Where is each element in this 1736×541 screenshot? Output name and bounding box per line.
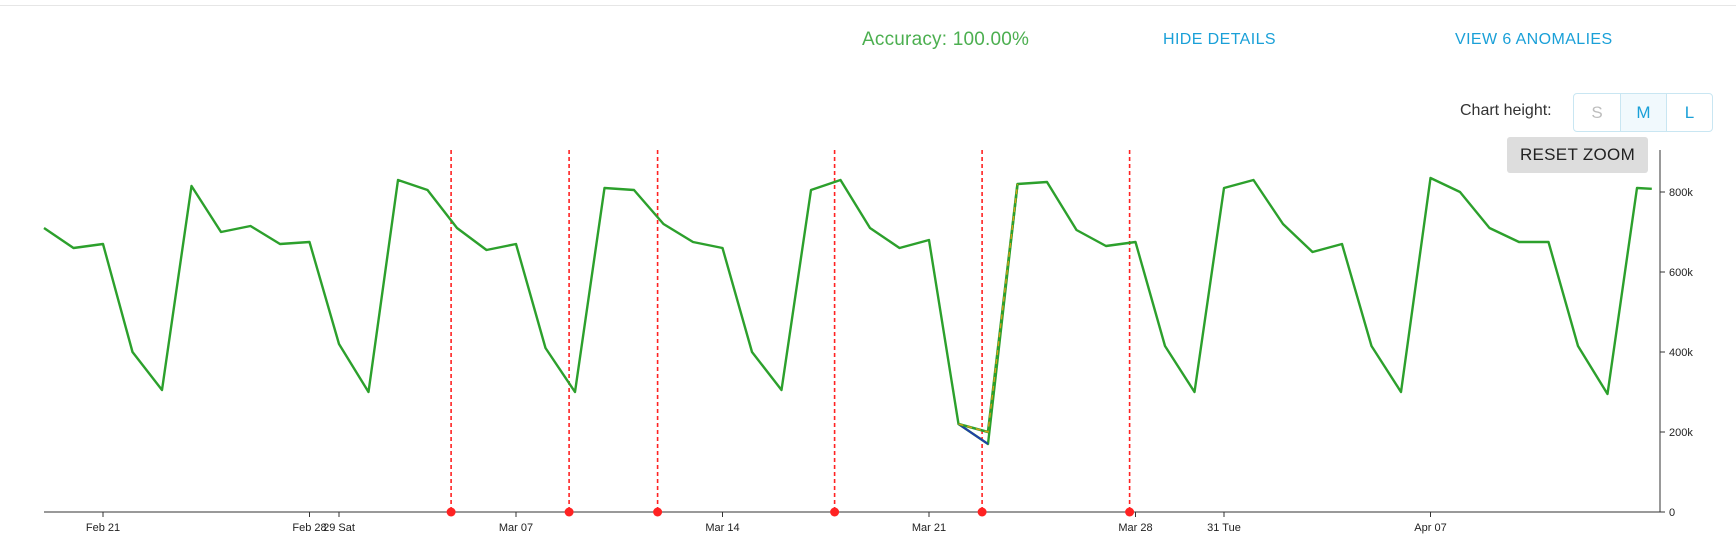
view-anomalies-button[interactable]: VIEW 6 ANOMALIES (1455, 31, 1613, 48)
x-tick-label: Mar 21 (912, 522, 946, 534)
y-tick-label: 800k (1669, 187, 1693, 199)
x-tick-label: 29 Sat (323, 522, 355, 534)
anomaly-marker-dot (1125, 507, 1135, 517)
height-small-button[interactable]: S (1591, 102, 1603, 122)
anomaly-marker-dot (446, 507, 456, 517)
chart-height-label: Chart height: (1460, 102, 1552, 119)
x-tick-label: Mar 28 (1118, 522, 1152, 534)
anomaly-marker-dot (977, 507, 987, 517)
x-tick-label: Feb 28 (292, 522, 326, 534)
hide-details-button[interactable]: HIDE DETAILS (1163, 31, 1276, 48)
y-tick-label: 0 (1669, 507, 1675, 519)
y-tick-label: 200k (1669, 427, 1693, 439)
series-line-anomaly-segment (957, 423, 989, 445)
series-line-expected-base (958, 183, 1019, 434)
anomaly-marker-dot (653, 507, 663, 517)
series-line-actual (43, 176, 1652, 446)
y-tick-label: 400k (1669, 347, 1693, 359)
height-large-button[interactable]: L (1666, 94, 1712, 131)
accuracy-label: Accuracy: 100.00% (862, 29, 1030, 50)
top-divider (0, 5, 1736, 6)
anomaly-marker-dot (564, 507, 574, 517)
x-tick-label: 31 Tue (1207, 522, 1241, 534)
x-tick-label: Apr 07 (1414, 522, 1446, 534)
reset-zoom-button[interactable]: RESET ZOOM (1507, 137, 1648, 173)
chart-height-selector: S M L (1573, 93, 1713, 132)
series-line-expected-dashed (958, 183, 1019, 433)
anomaly-marker-dot (830, 507, 840, 517)
y-tick-label: 600k (1669, 267, 1693, 279)
x-tick-label: Feb 21 (86, 522, 120, 534)
x-tick-label: Mar 14 (705, 522, 739, 534)
x-tick-label: Mar 07 (499, 522, 533, 534)
height-medium-button[interactable]: M (1620, 94, 1666, 131)
